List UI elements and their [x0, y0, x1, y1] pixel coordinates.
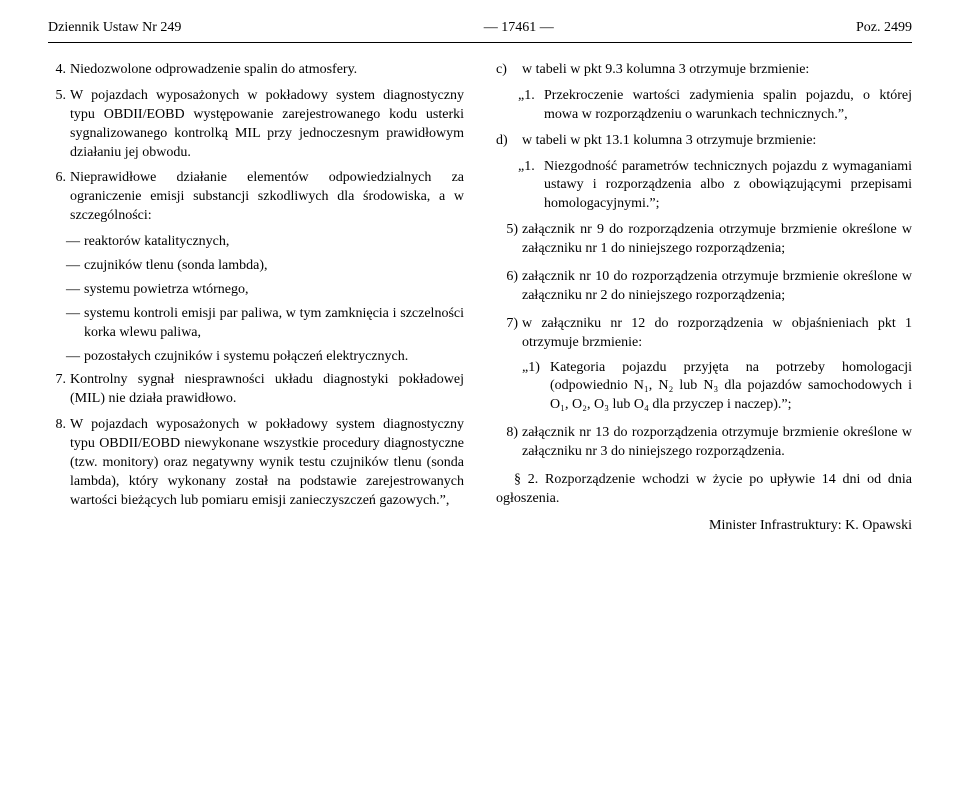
sub-b-text: czujników tlenu (sonda lambda), — [84, 257, 464, 276]
item-8-number: 8. — [48, 416, 70, 510]
item-6-text: Nieprawidłowe działanie elementów odpowi… — [70, 169, 464, 226]
item-c-quote: „1. Przekroczenie wartości zadymienia sp… — [496, 87, 912, 125]
item-8right-number: 8) — [496, 424, 522, 462]
dash-icon: — — [66, 233, 84, 252]
item-5right: 5) załącznik nr 9 do rozporządzenia otrz… — [496, 221, 912, 259]
item-8right-text: załącznik nr 13 do rozporządzenia otrzym… — [522, 424, 912, 462]
item-7right-quote-number: „1) — [522, 359, 550, 416]
item-c-quote-text: Przekroczenie wartości zadymienia spalin… — [544, 87, 912, 125]
paragraph-2: § 2. Rozporządzenie wchodzi w życie po u… — [496, 471, 912, 509]
sub-d-text: systemu kontroli emisji par paliwa, w ty… — [84, 305, 464, 343]
header-center: — 17461 — — [484, 20, 554, 36]
item-d-letter: d) — [496, 132, 522, 151]
item-7: 7. Kontrolny sygnał niesprawności układu… — [48, 371, 464, 409]
item-7right-quote-text: Kategoria pojazdu przyjęta na potrzeby h… — [550, 359, 912, 416]
page-header: Dziennik Ustaw Nr 249 — 17461 — Poz. 249… — [48, 20, 912, 36]
item-7right-number: 7) — [496, 315, 522, 415]
header-left: Dziennik Ustaw Nr 249 — [48, 20, 181, 36]
item-c-letter: c) — [496, 61, 522, 80]
sub-b: — czujników tlenu (sonda lambda), — [48, 257, 464, 276]
sub-d: — systemu kontroli emisji par paliwa, w … — [48, 305, 464, 343]
item-8right: 8) załącznik nr 13 do rozporządzenia otr… — [496, 424, 912, 462]
dash-icon: — — [66, 348, 84, 367]
sub-c: — systemu powietrza wtórnego, — [48, 281, 464, 300]
item-8-text: W pojazdach wyposażonych w pokładowy sys… — [70, 416, 464, 510]
item-c-quote-number: „1. — [518, 87, 544, 125]
dash-icon: — — [66, 305, 84, 343]
left-column: 4. Niedozwolone odprowadzenie spalin do … — [48, 61, 464, 544]
item-5right-text: załącznik nr 9 do rozporządzenia otrzymu… — [522, 221, 912, 259]
item-8: 8. W pojazdach wyposażonych w pokładowy … — [48, 416, 464, 510]
item-6right-text: załącznik nr 10 do rozporządzenia otrzym… — [522, 268, 912, 306]
sub-a: — reaktorów katalitycznych, — [48, 233, 464, 252]
item-5: 5. W pojazdach wyposażonych w pokładowy … — [48, 87, 464, 163]
item-5right-number: 5) — [496, 221, 522, 259]
item-6-number: 6. — [48, 169, 70, 226]
dash-icon: — — [66, 281, 84, 300]
item-d-text: w tabeli w pkt 13.1 kolumna 3 otrzymuje … — [522, 132, 912, 151]
header-rule — [48, 42, 912, 43]
sub-e-text: pozostałych czujników i systemu połączeń… — [84, 348, 464, 367]
item-7-text: Kontrolny sygnał niesprawności układu di… — [70, 371, 464, 409]
item-7right-quote: „1) Kategoria pojazdu przyjęta na potrze… — [522, 359, 912, 416]
item-4: 4. Niedozwolone odprowadzenie spalin do … — [48, 61, 464, 80]
dash-icon: — — [66, 257, 84, 276]
item-4-text: Niedozwolone odprowadzenie spalin do atm… — [70, 61, 464, 80]
item-7-number: 7. — [48, 371, 70, 409]
item-6: 6. Nieprawidłowe działanie elementów odp… — [48, 169, 464, 226]
item-6right: 6) załącznik nr 10 do rozporządzenia otr… — [496, 268, 912, 306]
item-7right: 7) w załączniku nr 12 do rozporządzenia … — [496, 315, 912, 415]
item-d: d) w tabeli w pkt 13.1 kolumna 3 otrzymu… — [496, 132, 912, 151]
item-5-text: W pojazdach wyposażonych w pokładowy sys… — [70, 87, 464, 163]
sub-a-text: reaktorów katalitycznych, — [84, 233, 464, 252]
item-d-quote: „1. Niezgodność parametrów technicznych … — [496, 158, 912, 215]
item-c: c) w tabeli w pkt 9.3 kolumna 3 otrzymuj… — [496, 61, 912, 80]
sub-e: — pozostałych czujników i systemu połącz… — [48, 348, 464, 367]
item-c-text: w tabeli w pkt 9.3 kolumna 3 otrzymuje b… — [522, 61, 912, 80]
item-d-quote-number: „1. — [518, 158, 544, 215]
header-right: Poz. 2499 — [856, 20, 912, 36]
body-columns: 4. Niedozwolone odprowadzenie spalin do … — [48, 61, 912, 544]
minister-signature: Minister Infrastruktury: K. Opawski — [496, 517, 912, 536]
item-5-number: 5. — [48, 87, 70, 163]
item-d-quote-text: Niezgodność parametrów technicznych poja… — [544, 158, 912, 215]
sub-c-text: systemu powietrza wtórnego, — [84, 281, 464, 300]
right-column: c) w tabeli w pkt 9.3 kolumna 3 otrzymuj… — [496, 61, 912, 544]
item-6right-number: 6) — [496, 268, 522, 306]
item-7right-text: w załączniku nr 12 do rozporządzenia w o… — [522, 315, 912, 415]
item-4-number: 4. — [48, 61, 70, 80]
